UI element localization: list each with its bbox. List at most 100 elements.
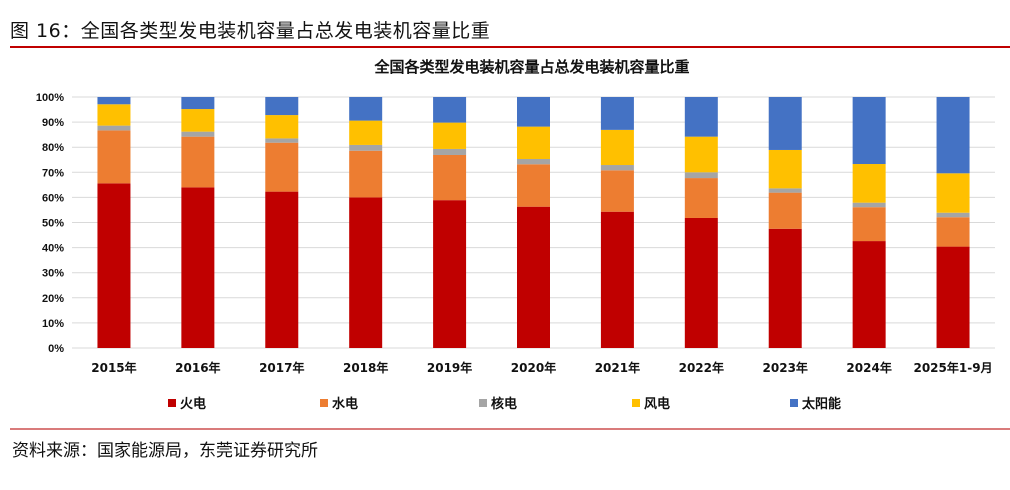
bar-segment bbox=[265, 97, 299, 116]
bar-segment bbox=[768, 97, 802, 150]
bar-segment bbox=[265, 115, 299, 139]
bar-segment bbox=[936, 173, 970, 213]
bar-segment bbox=[600, 170, 634, 212]
legend-item: 太阳能 bbox=[790, 396, 841, 412]
bar-segment bbox=[181, 136, 215, 188]
x-tick-label: 2019年 bbox=[427, 360, 472, 375]
bar-segment bbox=[517, 97, 550, 127]
bar-segment bbox=[852, 207, 886, 242]
bar-segment bbox=[349, 120, 383, 145]
x-tick-label: 2017年 bbox=[259, 360, 304, 375]
bars bbox=[97, 97, 970, 348]
bar-segment bbox=[97, 125, 131, 131]
bar-segment bbox=[852, 241, 886, 348]
bar-segment bbox=[684, 178, 718, 218]
bar-segment bbox=[517, 126, 550, 159]
bar-segment bbox=[433, 97, 467, 123]
bar-segment bbox=[600, 211, 634, 348]
legend-swatch bbox=[790, 399, 798, 407]
legend-swatch bbox=[168, 399, 176, 407]
y-tick-label: 100% bbox=[36, 92, 64, 104]
y-tick-label: 20% bbox=[42, 293, 64, 305]
bar-segment bbox=[517, 206, 550, 348]
x-tick-label: 2020年 bbox=[511, 360, 556, 375]
legend-label: 太阳能 bbox=[801, 396, 841, 412]
bar-segment bbox=[768, 228, 802, 348]
bar-segment bbox=[517, 164, 550, 207]
bar-segment bbox=[852, 202, 886, 208]
x-tick-label: 2015年 bbox=[91, 360, 136, 375]
bar-segment bbox=[600, 97, 634, 130]
y-tick-label: 30% bbox=[42, 268, 64, 280]
bar-segment bbox=[684, 136, 718, 173]
x-axis-ticks: 2015年 2016年 2017年 2018年 2019年 2020年 2021年 2022年… bbox=[91, 360, 992, 375]
bar-segment bbox=[433, 148, 467, 155]
bar-segment bbox=[181, 187, 215, 348]
legend-swatch bbox=[320, 399, 328, 407]
legend-swatch bbox=[479, 399, 487, 407]
x-tick-label: 2025年1-9月 bbox=[913, 360, 992, 375]
bar-segment bbox=[181, 131, 215, 137]
y-tick-label: 0% bbox=[48, 343, 64, 355]
bar-segment bbox=[433, 200, 467, 348]
bar-segment bbox=[768, 149, 802, 189]
y-tick-label: 90% bbox=[42, 117, 64, 129]
bar-segment bbox=[265, 191, 299, 348]
bar-segment bbox=[265, 142, 299, 192]
legend-label: 核电 bbox=[491, 396, 517, 412]
y-tick-label: 50% bbox=[42, 218, 64, 230]
y-axis-ticks: 0% 10% 20% 30% 40% 50% 60% 70% 80% 90% 100% bbox=[36, 92, 64, 355]
bar-segment bbox=[181, 97, 215, 110]
bar-segment bbox=[265, 138, 299, 143]
y-tick-label: 60% bbox=[42, 192, 64, 204]
bar-segment bbox=[97, 97, 131, 105]
y-tick-label: 10% bbox=[42, 318, 64, 330]
bar-segment bbox=[936, 97, 970, 174]
figure-title: 图 16：全国各类型发电装机容量占总发电装机容量比重 bbox=[10, 20, 491, 42]
bar-segment bbox=[97, 183, 131, 348]
bar-segment bbox=[97, 130, 131, 184]
y-tick-label: 70% bbox=[42, 167, 64, 179]
y-tick-label: 80% bbox=[42, 142, 64, 154]
bar-segment bbox=[684, 217, 718, 348]
bar-segment bbox=[936, 217, 970, 247]
bar-segment bbox=[433, 122, 467, 149]
bar-segment bbox=[768, 188, 802, 193]
legend-label: 火电 bbox=[180, 396, 206, 412]
legend-item: 核电 bbox=[479, 396, 517, 412]
chart-title: 全国各类型发电装机容量占总发电装机容量比重 bbox=[373, 58, 689, 76]
x-tick-label: 2018年 bbox=[343, 360, 388, 375]
stacked-bar-chart: 全国各类型发电装机容量占总发电装机容量比重 0% 10% 20% 30% 40% 50% 6… bbox=[36, 58, 995, 412]
source-note: 资料来源：国家能源局，东莞证券研究所 bbox=[12, 441, 318, 461]
x-tick-label: 2021年 bbox=[595, 360, 640, 375]
x-tick-label: 2022年 bbox=[679, 360, 724, 375]
bar-segment bbox=[600, 165, 634, 171]
bar-segment bbox=[517, 158, 550, 165]
legend-label: 水电 bbox=[332, 396, 358, 412]
bar-segment bbox=[349, 197, 383, 348]
bar-segment bbox=[768, 192, 802, 229]
bar-segment bbox=[349, 144, 383, 151]
y-tick-label: 40% bbox=[42, 243, 64, 255]
x-tick-label: 2023年 bbox=[763, 360, 808, 375]
legend: 火电 水电 核电 风电 太阳能 bbox=[168, 396, 841, 412]
bar-segment bbox=[349, 150, 383, 198]
bar-segment bbox=[936, 212, 970, 218]
bar-segment bbox=[349, 97, 383, 121]
legend-item: 水电 bbox=[320, 396, 358, 412]
bar-segment bbox=[936, 246, 970, 348]
x-tick-label: 2024年 bbox=[846, 360, 891, 375]
bar-segment bbox=[852, 164, 886, 203]
bar-segment bbox=[181, 109, 215, 132]
title-divider bbox=[10, 46, 1010, 48]
legend-swatch bbox=[632, 399, 640, 407]
source-divider bbox=[10, 428, 1010, 430]
legend-item: 风电 bbox=[632, 396, 670, 412]
legend-label: 风电 bbox=[644, 396, 670, 412]
bar-segment bbox=[600, 129, 634, 166]
bar-segment bbox=[684, 172, 718, 179]
bar-segment bbox=[433, 154, 467, 201]
x-tick-label: 2016年 bbox=[175, 360, 220, 375]
bar-segment bbox=[852, 97, 886, 165]
bar-segment bbox=[97, 104, 131, 126]
